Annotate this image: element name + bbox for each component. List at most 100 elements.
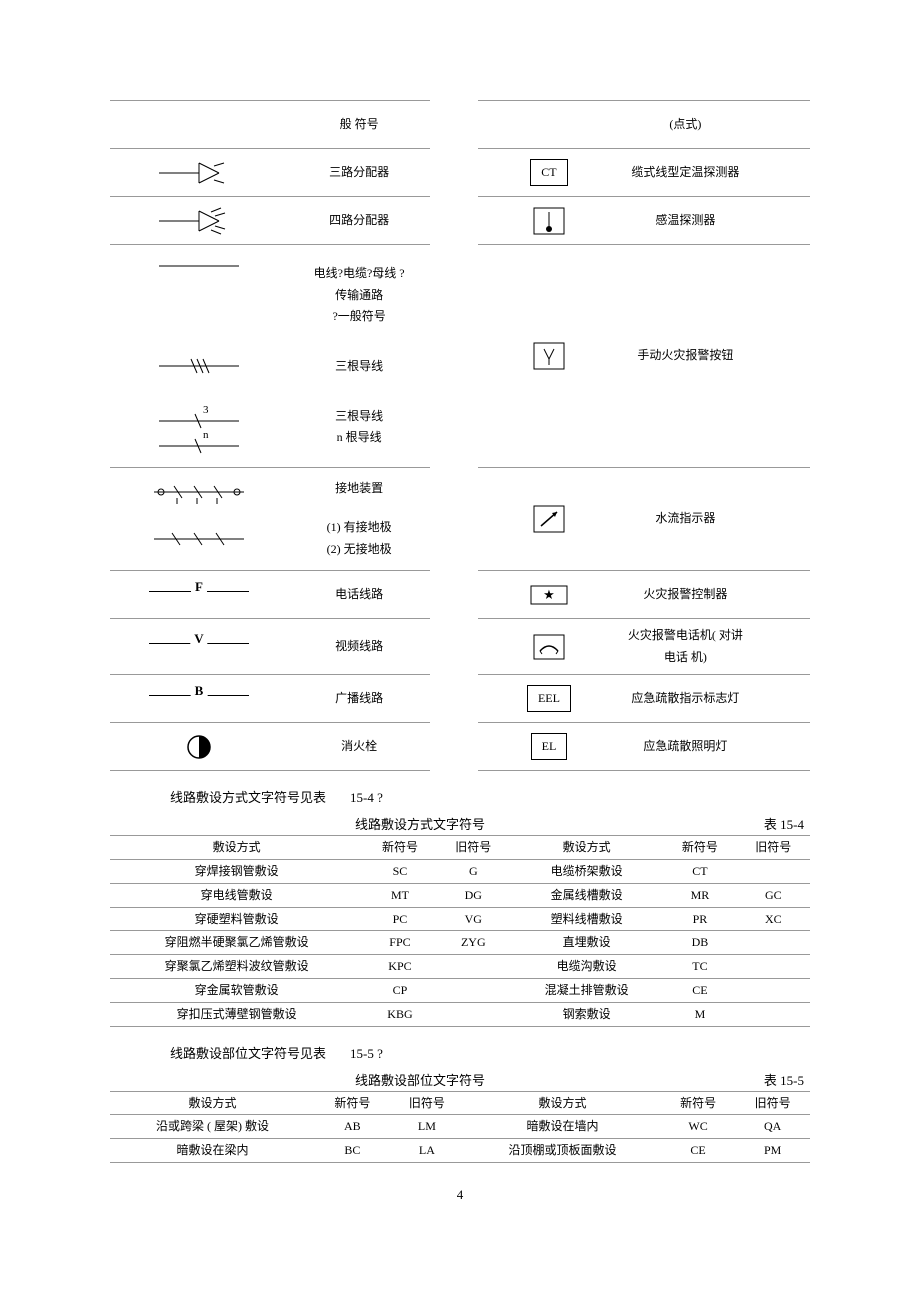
- desc-cell: 电话线路: [288, 571, 430, 619]
- fire-controller-icon: ★: [478, 571, 620, 619]
- table-cell: PR: [663, 907, 736, 931]
- desc-cell: 视频线路: [288, 619, 430, 675]
- table-cell: CE: [663, 978, 736, 1002]
- table-header: 新符号: [663, 836, 736, 860]
- svg-text:★: ★: [543, 587, 555, 602]
- table-cell: PC: [363, 907, 436, 931]
- table-cell: 钢索敷设: [510, 1002, 663, 1026]
- table-cell: [737, 978, 810, 1002]
- desc-cell: 三路分配器: [288, 149, 430, 197]
- desc-cell: 火灾报警电话机( 对讲电话 机): [620, 619, 751, 675]
- video-line-icon: V: [110, 619, 288, 675]
- table-cell: 穿扣压式薄壁钢管敷设: [110, 1002, 363, 1026]
- desc-cell: 缆式线型定温探测器: [620, 149, 751, 197]
- table-cell: ZYG: [437, 931, 510, 955]
- laying-method-table: 敷设方式新符号旧符号敷设方式新符号旧符号 穿焊接钢管敷设SCG电缆桥架敷设CT穿…: [110, 835, 810, 1026]
- table-row: 穿电线管敷设MTDG金属线槽敷设MRGC: [110, 883, 810, 907]
- table-cell: [737, 931, 810, 955]
- table-cell: 沿或跨梁 ( 屋架) 敷设: [110, 1115, 315, 1139]
- table-cell: FPC: [363, 931, 436, 955]
- table-cell: MT: [363, 883, 436, 907]
- table-cell: 塑料线槽敷设: [510, 907, 663, 931]
- table-cell: 电缆沟敷设: [510, 955, 663, 979]
- symbol-cell: [110, 101, 288, 149]
- table-header: 敷设方式: [110, 1091, 315, 1115]
- table-title-row: 线路敷设部位文字符号 表 15-5: [110, 1068, 810, 1091]
- desc-cell: 四路分配器: [288, 197, 430, 245]
- symbol-cell: [478, 101, 620, 149]
- table-cell: 穿金属软管敷设: [110, 978, 363, 1002]
- table-cell: WC: [661, 1115, 736, 1139]
- table-cell: QA: [735, 1115, 810, 1139]
- table-row: 穿焊接钢管敷设SCG电缆桥架敷设CT: [110, 859, 810, 883]
- manual-alarm-icon: [478, 245, 620, 468]
- desc-cell: 火灾报警控制器: [620, 571, 751, 619]
- table-cell: LM: [390, 1115, 465, 1139]
- table-header: 敷设方式: [110, 836, 363, 860]
- table-cell: 穿焊接钢管敷设: [110, 859, 363, 883]
- desc-cell: 应急疏散指示标志灯: [620, 675, 751, 723]
- table-header: 旧符号: [390, 1091, 465, 1115]
- svg-text:n: n: [203, 429, 209, 441]
- el-symbol: EL: [478, 723, 620, 771]
- table-cell: 穿电线管敷设: [110, 883, 363, 907]
- table-cell: AB: [315, 1115, 390, 1139]
- wire-symbols-icon: 3 n: [110, 245, 288, 468]
- desc-cell: 应急疏散照明灯: [620, 723, 751, 771]
- table-cell: BC: [315, 1139, 390, 1163]
- table-caption: 线路敷设方式文字符号见表15-4 ?: [170, 787, 810, 806]
- table-header: 新符号: [661, 1091, 736, 1115]
- page-number: 4: [110, 1187, 810, 1203]
- eel-symbol: EEL: [478, 675, 620, 723]
- svg-text:3: 3: [203, 404, 209, 416]
- table-row: 穿扣压式薄壁钢管敷设KBG 钢索敷设M: [110, 1002, 810, 1026]
- table-cell: CE: [661, 1139, 736, 1163]
- table-cell: [437, 978, 510, 1002]
- desc-cell: 接地装置 (1) 有接地极 (2) 无接地极: [288, 468, 430, 571]
- table-row: 沿或跨梁 ( 屋架) 敷设ABLM暗敷设在墙内WCQA: [110, 1115, 810, 1139]
- desc-cell: 电线?电缆?母线 ? 传输通路 ?一般符号 三根导线 三根导线 n 根导线: [288, 245, 430, 468]
- table-cell: TC: [663, 955, 736, 979]
- table-cell: [737, 859, 810, 883]
- desc-cell: (点式): [620, 101, 751, 149]
- flow-indicator-icon: [478, 468, 620, 571]
- table-cell: M: [663, 1002, 736, 1026]
- table-cell: [737, 955, 810, 979]
- table-cell: 穿阻燃半硬聚氯乙烯管敷设: [110, 931, 363, 955]
- table-cell: [437, 955, 510, 979]
- grounding-icon: [110, 468, 288, 571]
- ct-symbol: CT: [478, 149, 620, 197]
- heat-detector-icon: [478, 197, 620, 245]
- table-caption: 线路敷设部位文字符号见表15-5 ?: [170, 1043, 810, 1062]
- table-row: 穿硬塑料管敷设PCVG塑料线槽敷设PRXC: [110, 907, 810, 931]
- table-row: 穿聚氯乙烯塑料波纹管敷设KPC 电缆沟敷设TC: [110, 955, 810, 979]
- table-cell: MR: [663, 883, 736, 907]
- table-cell: 金属线槽敷设: [510, 883, 663, 907]
- table-cell: 沿顶棚或顶板面敷设: [464, 1139, 661, 1163]
- laying-position-table: 敷设方式新符号旧符号敷设方式新符号旧符号 沿或跨梁 ( 屋架) 敷设ABLM暗敷…: [110, 1091, 810, 1163]
- hydrant-icon: [110, 723, 288, 771]
- table-cell: CP: [363, 978, 436, 1002]
- broadcast-line-icon: B: [110, 675, 288, 723]
- three-way-splitter-icon: [110, 149, 288, 197]
- phone-line-icon: F: [110, 571, 288, 619]
- table-cell: CT: [663, 859, 736, 883]
- table-row: 穿阻燃半硬聚氯乙烯管敷设FPCZYG直埋敷设DB: [110, 931, 810, 955]
- table-cell: G: [437, 859, 510, 883]
- table-cell: XC: [737, 907, 810, 931]
- desc-cell: 水流指示器: [620, 468, 751, 571]
- desc-cell: 广播线路: [288, 675, 430, 723]
- four-way-splitter-icon: [110, 197, 288, 245]
- table-cell: 穿聚氯乙烯塑料波纹管敷设: [110, 955, 363, 979]
- desc-cell: 手动火灾报警按钮: [620, 245, 751, 468]
- table-cell: 电缆桥架敷设: [510, 859, 663, 883]
- table-cell: PM: [735, 1139, 810, 1163]
- symbol-table: 般 符号 (点式) 三路分配器 CT 缆式线型定温探测器 四路分配器 感温探测器: [110, 100, 810, 771]
- table-header: 敷设方式: [510, 836, 663, 860]
- table-cell: KPC: [363, 955, 436, 979]
- table-cell: KBG: [363, 1002, 436, 1026]
- table-cell: SC: [363, 859, 436, 883]
- table-row: 穿金属软管敷设CP混凝土排管敷设CE: [110, 978, 810, 1002]
- table-cell: DB: [663, 931, 736, 955]
- table-header: 敷设方式: [464, 1091, 661, 1115]
